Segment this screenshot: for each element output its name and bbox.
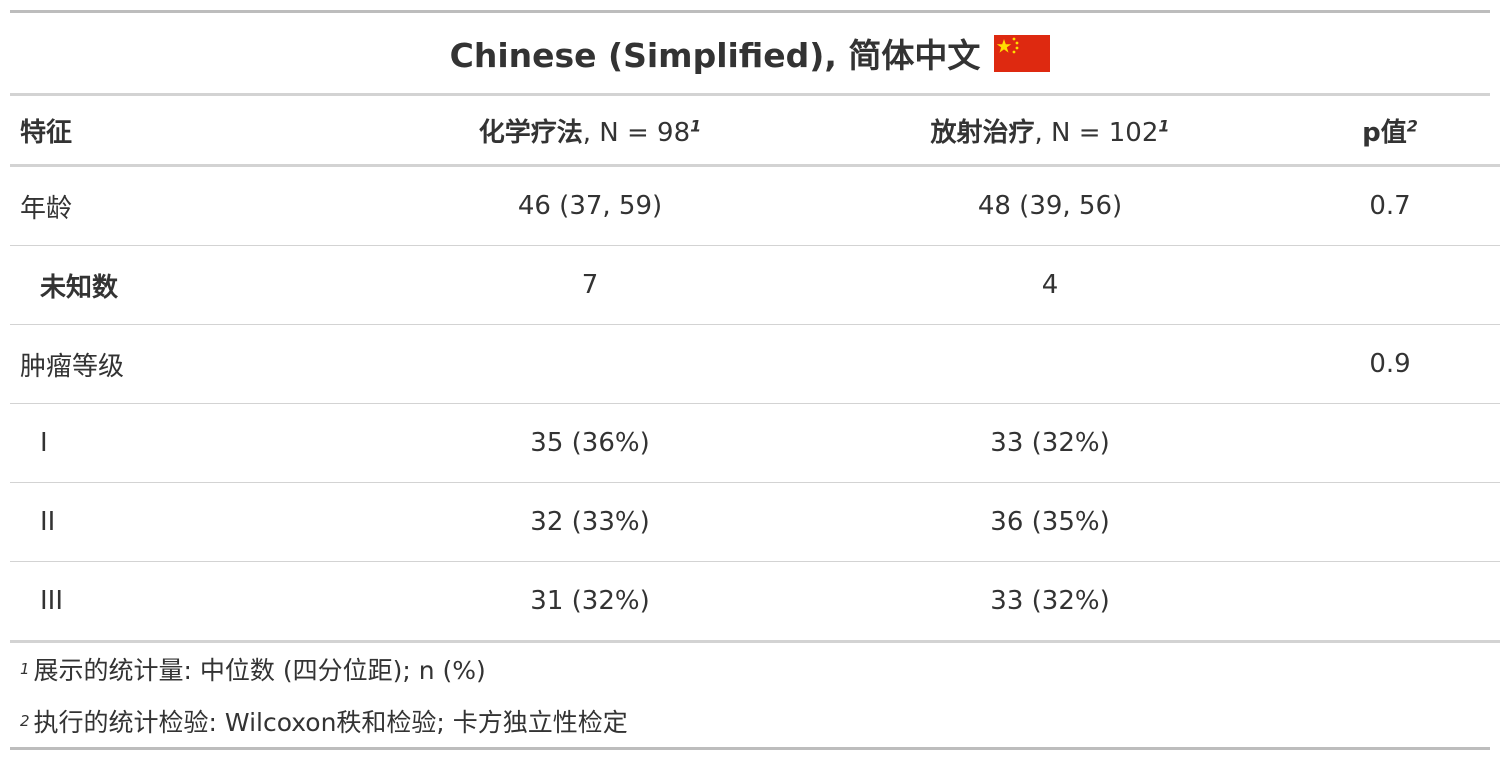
cell-chemo: 35 (36%) (360, 403, 820, 483)
header-p-label: p值 (1362, 117, 1407, 148)
table-title: Chinese (Simplified), 简体中文 (449, 36, 981, 75)
cell-chemo: 7 (360, 245, 820, 325)
flag-small-star-1 (1012, 37, 1016, 40)
table-title-row: Chinese (Simplified), 简体中文 (10, 13, 1490, 96)
cell-radio: 33 (32%) (820, 561, 1280, 643)
header-p-value: p值2 (1280, 96, 1500, 167)
china-flag-stars (997, 37, 1019, 53)
cell-p-value: 0.7 (1280, 165, 1500, 246)
cell-p-value (1280, 403, 1500, 483)
header-chemo-n: , N = 98 (582, 117, 691, 148)
flag-small-star-4 (1012, 50, 1016, 53)
table-row-tumor-grade: 肿瘤等级 0.9 (10, 324, 1500, 404)
table-row-grade-iii: III 31 (32%) 33 (32%) (10, 561, 1500, 643)
header-p-footnote-mark: 2 (1406, 115, 1418, 135)
cell-radio: 4 (820, 245, 1280, 325)
top-rule (10, 10, 1490, 13)
table-row-age: 年龄 46 (37, 59) 48 (39, 56) 0.7 (10, 165, 1500, 246)
row-label: II (10, 482, 360, 562)
header-radio: 放射治疗, N = 1021 (820, 96, 1280, 167)
table-row-unknown: 未知数 7 4 (10, 245, 1500, 325)
table-row-grade-ii: II 32 (33%) 36 (35%) (10, 482, 1500, 562)
footnote-1-text: 展示的统计量: 中位数 (四分位距); n (%) (33, 656, 486, 685)
flag-small-star-2 (1015, 41, 1019, 44)
cell-p-value: 0.9 (1280, 324, 1500, 404)
footnotes: 1 展示的统计量: 中位数 (四分位距); n (%) 2 执行的统计检验: W… (10, 643, 1490, 750)
cell-p-value (1280, 482, 1500, 562)
row-label: 年龄 (10, 165, 360, 246)
summary-table: Chinese (Simplified), 简体中文 特征 化学疗法, N = … (10, 10, 1500, 750)
header-row: 特征 化学疗法, N = 981 放射治疗, N = 1021 p值2 (10, 96, 1500, 167)
data-table: 特征 化学疗法, N = 981 放射治疗, N = 1021 p值2 年龄 4… (10, 96, 1500, 643)
china-flag-icon (994, 34, 1051, 72)
footnote-2-text: 执行的统计检验: Wilcoxon秩和检验; 卡方独立性检定 (33, 708, 628, 737)
row-label: 肿瘤等级 (10, 324, 360, 404)
flag-small-star-3 (1015, 46, 1019, 49)
header-radio-footnote-mark: 1 (1158, 115, 1170, 135)
header-chemo-name: 化学疗法 (478, 117, 583, 148)
header-characteristic: 特征 (10, 96, 360, 167)
row-label: 未知数 (10, 245, 360, 325)
cell-chemo: 31 (32%) (360, 561, 820, 643)
footnote-2: 2 执行的统计检验: Wilcoxon秩和检验; 卡方独立性检定 (20, 695, 1490, 747)
header-radio-n: , N = 102 (1034, 117, 1159, 148)
cell-p-value (1280, 245, 1500, 325)
cell-chemo: 32 (33%) (360, 482, 820, 562)
cell-p-value (1280, 561, 1500, 643)
row-label: I (10, 403, 360, 483)
cell-radio: 36 (35%) (820, 482, 1280, 562)
flag-large-star (997, 38, 1012, 53)
header-radio-name: 放射治疗 (930, 117, 1035, 148)
header-chemo: 化学疗法, N = 981 (360, 96, 820, 167)
header-chemo-footnote-mark: 1 (690, 115, 702, 135)
cell-radio (820, 324, 1280, 404)
footnote-1: 1 展示的统计量: 中位数 (四分位距); n (%) (20, 643, 1490, 695)
row-label: III (10, 561, 360, 643)
cell-chemo (360, 324, 820, 404)
cell-chemo: 46 (37, 59) (360, 165, 820, 246)
cell-radio: 33 (32%) (820, 403, 1280, 483)
table-row-grade-i: I 35 (36%) 33 (32%) (10, 403, 1500, 483)
cell-radio: 48 (39, 56) (820, 165, 1280, 246)
